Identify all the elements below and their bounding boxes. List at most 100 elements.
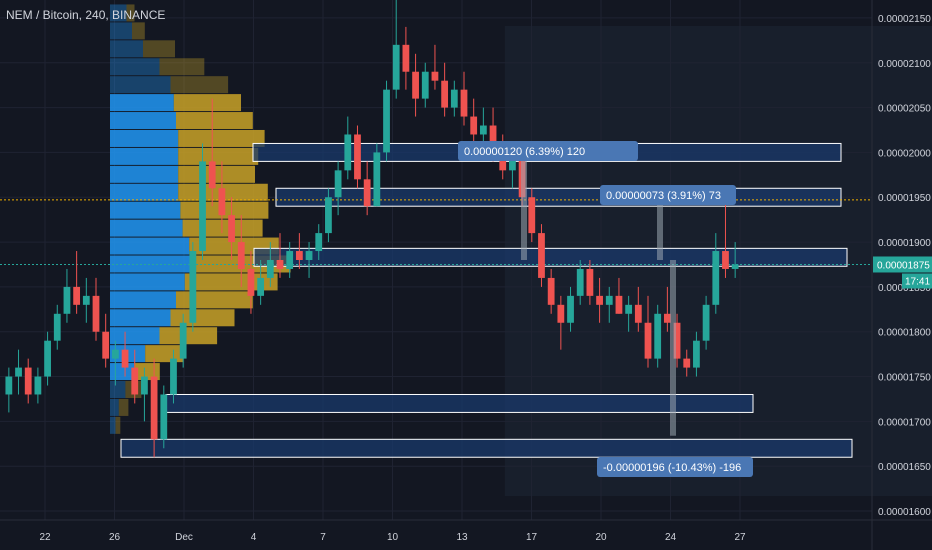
x-tick-label: 22 <box>39 532 51 543</box>
measure-callout-box <box>600 185 736 205</box>
x-tick-label: Dec <box>175 532 193 543</box>
candle-body <box>228 215 235 243</box>
candle-body <box>53 313 61 341</box>
volume-profile-down-bar <box>176 112 253 130</box>
candle-body <box>111 349 119 359</box>
candle-body <box>150 376 158 440</box>
volume-profile-up-bar <box>110 219 183 237</box>
y-tick-label: 0.00001600 <box>878 507 931 518</box>
volume-profile-down-bar <box>159 327 218 345</box>
candle-body <box>257 277 265 296</box>
candle-body <box>82 295 90 305</box>
measure-bar <box>657 194 663 260</box>
volume-profile-up-bar <box>110 147 179 165</box>
candle-body <box>605 295 613 305</box>
candle-body <box>286 251 294 269</box>
candle-body <box>421 71 429 99</box>
candle-body <box>634 304 642 323</box>
volume-profile-up-bar <box>110 255 192 273</box>
volume-profile-down-bar <box>178 129 265 147</box>
volume-profile-down-bar <box>182 219 263 237</box>
candle-body <box>325 197 332 234</box>
candle-body <box>402 44 410 72</box>
candle-body <box>247 268 255 296</box>
candle-body <box>412 71 419 99</box>
candle-body <box>170 358 177 395</box>
volume-profile-down-bar <box>159 58 205 76</box>
candle-body <box>73 286 81 305</box>
zone-mid <box>275 187 842 207</box>
candle-body <box>460 89 468 117</box>
last-price-tag <box>873 256 932 273</box>
candle-body <box>131 367 139 395</box>
candle-body <box>654 313 662 359</box>
candle-body <box>450 89 458 108</box>
volume-profile-up-bar <box>110 58 160 76</box>
candle-body <box>557 304 565 323</box>
last-price-label: 0.00001875 <box>877 260 930 271</box>
volume-profile-up-bar <box>110 40 143 58</box>
volume-profile-up-bar <box>110 381 126 398</box>
candle-body <box>15 367 22 377</box>
volume-profile-down-bar <box>132 22 145 40</box>
volume-profile-down-bar <box>118 398 129 416</box>
candle-body <box>693 340 700 368</box>
y-tick-label: 0.00001900 <box>878 238 931 249</box>
candle-body <box>431 71 439 81</box>
x-tick-label: 26 <box>109 532 121 543</box>
volume-profile-down-bar <box>184 273 278 291</box>
candle-body <box>470 116 478 135</box>
candle-body <box>344 134 352 171</box>
candle-body <box>499 152 507 171</box>
candle-body <box>644 322 652 359</box>
volume-profile-up-bar <box>110 327 160 345</box>
y-tick-label: 0.00001650 <box>878 462 931 473</box>
volume-profile-up-bar <box>110 273 185 291</box>
y-tick-label: 0.00001750 <box>878 373 931 384</box>
chart-title: NEM / Bitcoin, 240, BINANCE <box>6 8 166 22</box>
volume-profile-up-bar <box>110 183 179 201</box>
candle-body <box>179 322 187 359</box>
candle-body <box>538 233 545 278</box>
volume-profile-down-bar <box>126 4 135 22</box>
candle-body <box>596 295 603 305</box>
candle-body <box>683 358 691 368</box>
volume-profile-up-bar <box>110 398 119 416</box>
zone-current <box>253 247 848 267</box>
measure-bar <box>521 152 527 260</box>
candle-body <box>208 161 216 189</box>
candle-body <box>702 304 710 341</box>
volume-profile-down-bar <box>115 416 121 434</box>
volume-profile-down-bar <box>178 165 255 183</box>
volume-profile-down-bar <box>145 345 184 363</box>
candle-body <box>5 376 13 395</box>
y-tick-label: 0.00002000 <box>878 148 931 159</box>
x-tick-label: 10 <box>387 532 399 543</box>
candle-body <box>315 233 323 252</box>
x-tick-label: 17 <box>526 532 538 543</box>
candle-body <box>24 367 32 395</box>
candle-body <box>276 260 284 269</box>
candle-body <box>625 304 633 314</box>
candle-body <box>673 322 681 359</box>
zone-low <box>165 393 754 413</box>
volume-profile-down-bar <box>173 94 241 112</box>
measure-callout-label: 0.00000120 (6.39%) 120 <box>464 146 585 158</box>
candle-body <box>237 242 245 269</box>
measure-callout-label: 0.00000073 (3.91%) 73 <box>606 190 721 202</box>
candle-body <box>712 251 720 305</box>
candle-body <box>295 251 303 260</box>
y-tick-label: 0.00001700 <box>878 417 931 428</box>
volume-profile-up-bar <box>110 129 179 147</box>
measure-callout-box <box>597 457 753 477</box>
volume-profile-down-bar <box>176 291 253 309</box>
candle-body <box>731 264 739 269</box>
countdown-label: 17:41 <box>905 276 930 287</box>
volume-profile-down-bar <box>178 147 259 165</box>
volume-profile-up-bar <box>110 112 176 130</box>
candle-body <box>547 277 555 305</box>
candle-body <box>722 251 729 269</box>
candle-body <box>615 295 623 314</box>
